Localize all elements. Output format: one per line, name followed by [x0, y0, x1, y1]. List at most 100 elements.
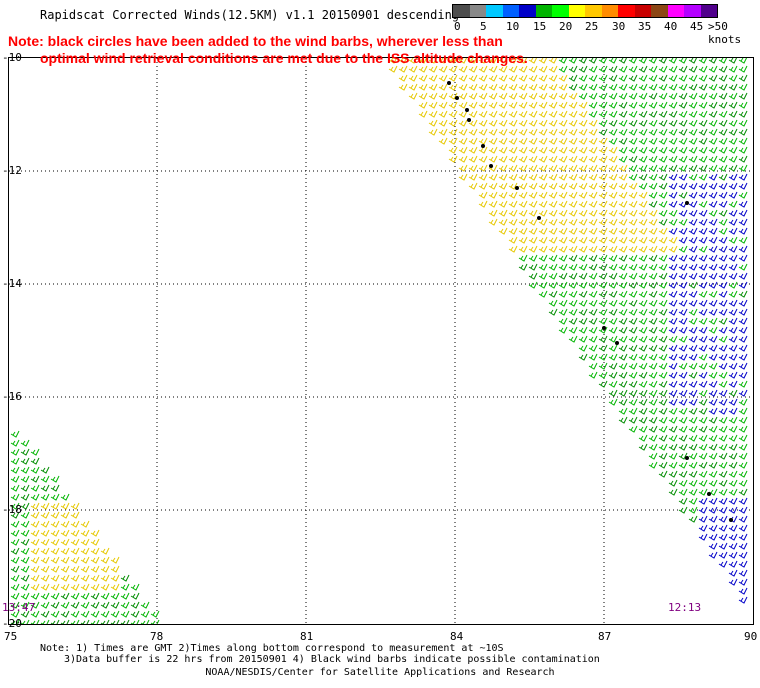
wind-barb: [20, 475, 30, 483]
wind-barb: [598, 128, 608, 136]
wind-barb: [698, 155, 708, 163]
wind-barb: [648, 461, 658, 469]
wind-barb: [20, 556, 30, 564]
wind-barb: [718, 506, 728, 514]
wind-barb: [688, 137, 698, 145]
wind-barb: [718, 137, 728, 145]
wind-barb: [70, 601, 80, 609]
wind-barb: [130, 610, 140, 618]
wind-barb: [40, 619, 50, 624]
wind-barb: [698, 182, 708, 190]
wind-barb: [678, 353, 688, 361]
wind-barb: [628, 74, 638, 82]
wind-barb: [628, 200, 638, 208]
wind-barb: [638, 182, 648, 190]
wind-barb: [588, 137, 598, 145]
wind-barb: [678, 137, 688, 145]
wind-barb: [120, 601, 130, 609]
wind-barb: [50, 475, 60, 483]
wind-barb: [598, 218, 608, 226]
wind-barb: [698, 488, 708, 496]
wind-barb: [668, 470, 678, 478]
wind-barb: [30, 547, 40, 555]
wind-barb: [638, 209, 648, 217]
wind-barb: [678, 272, 688, 280]
wind-barb: [598, 110, 608, 118]
wind-barb: [40, 610, 50, 618]
wind-barb: [558, 326, 568, 334]
wind-barb: [488, 58, 498, 64]
wind-barb: [598, 173, 608, 181]
wind-barb: [538, 137, 548, 145]
wind-barb: [568, 299, 578, 307]
wind-barb: [658, 407, 668, 415]
wind-barb: [568, 308, 578, 316]
wind-barb: [528, 92, 538, 100]
wind-barb: [738, 362, 748, 370]
wind-barb: [718, 182, 728, 190]
wind-barb: [428, 65, 438, 73]
wind-barb: [658, 65, 668, 73]
wind-barb: [30, 529, 40, 537]
wind-barb: [648, 155, 658, 163]
wind-barb: [738, 308, 748, 316]
wind-barb: [528, 227, 538, 235]
wind-barb: [20, 520, 30, 528]
wind-barb: [40, 547, 50, 555]
wind-barb: [628, 146, 638, 154]
wind-barb: [598, 191, 608, 199]
wind-barb: [70, 619, 80, 624]
wind-barb: [608, 380, 618, 388]
color-swatch: [601, 5, 618, 17]
wind-barb: [20, 529, 30, 537]
wind-barb: [678, 488, 688, 496]
lon-label-84: 84: [450, 630, 464, 643]
wind-barb: [578, 236, 588, 244]
contamination-marker: [707, 492, 711, 496]
wind-barb: [488, 146, 498, 154]
wind-barb: [548, 155, 558, 163]
wind-barb: [738, 173, 748, 181]
wind-barb: [618, 218, 628, 226]
wind-barb: [578, 173, 588, 181]
wind-barb: [100, 610, 110, 618]
wind-barb: [738, 272, 748, 280]
wind-barb: [438, 110, 448, 118]
wind-barb: [668, 83, 678, 91]
wind-barb: [538, 236, 548, 244]
wind-barb: [628, 182, 638, 190]
contamination-marker: [455, 96, 459, 100]
wind-barb: [708, 209, 718, 217]
wind-barb: [598, 236, 608, 244]
wind-barb: [638, 65, 648, 73]
wind-barb: [518, 182, 528, 190]
wind-barb: [20, 511, 30, 519]
wind-barb: [648, 182, 658, 190]
wind-barb: [598, 308, 608, 316]
wind-barb: [738, 425, 748, 433]
wind-barb: [698, 524, 708, 532]
wind-barb: [728, 389, 738, 397]
color-swatch: [634, 5, 651, 17]
wind-barb: [698, 191, 708, 199]
wind-barb: [708, 452, 718, 460]
wind-barb: [608, 137, 618, 145]
wind-barb: [598, 254, 608, 262]
wind-barb: [548, 164, 558, 172]
wind-barb: [568, 137, 578, 145]
wind-barb: [688, 254, 698, 262]
wind-barb: [608, 65, 618, 73]
wind-barb: [668, 416, 678, 424]
wind-barb: [698, 83, 708, 91]
wind-barb: [668, 200, 678, 208]
wind-barb: [498, 74, 508, 82]
wind-barb: [728, 434, 738, 442]
wind-barb: [668, 263, 678, 271]
wind-barb: [628, 344, 638, 352]
wind-barb: [20, 502, 30, 510]
wind-barb: [688, 389, 698, 397]
wind-barb: [738, 461, 748, 469]
wind-barb: [718, 434, 728, 442]
wind-barb: [618, 65, 628, 73]
wind-barb: [688, 506, 698, 514]
